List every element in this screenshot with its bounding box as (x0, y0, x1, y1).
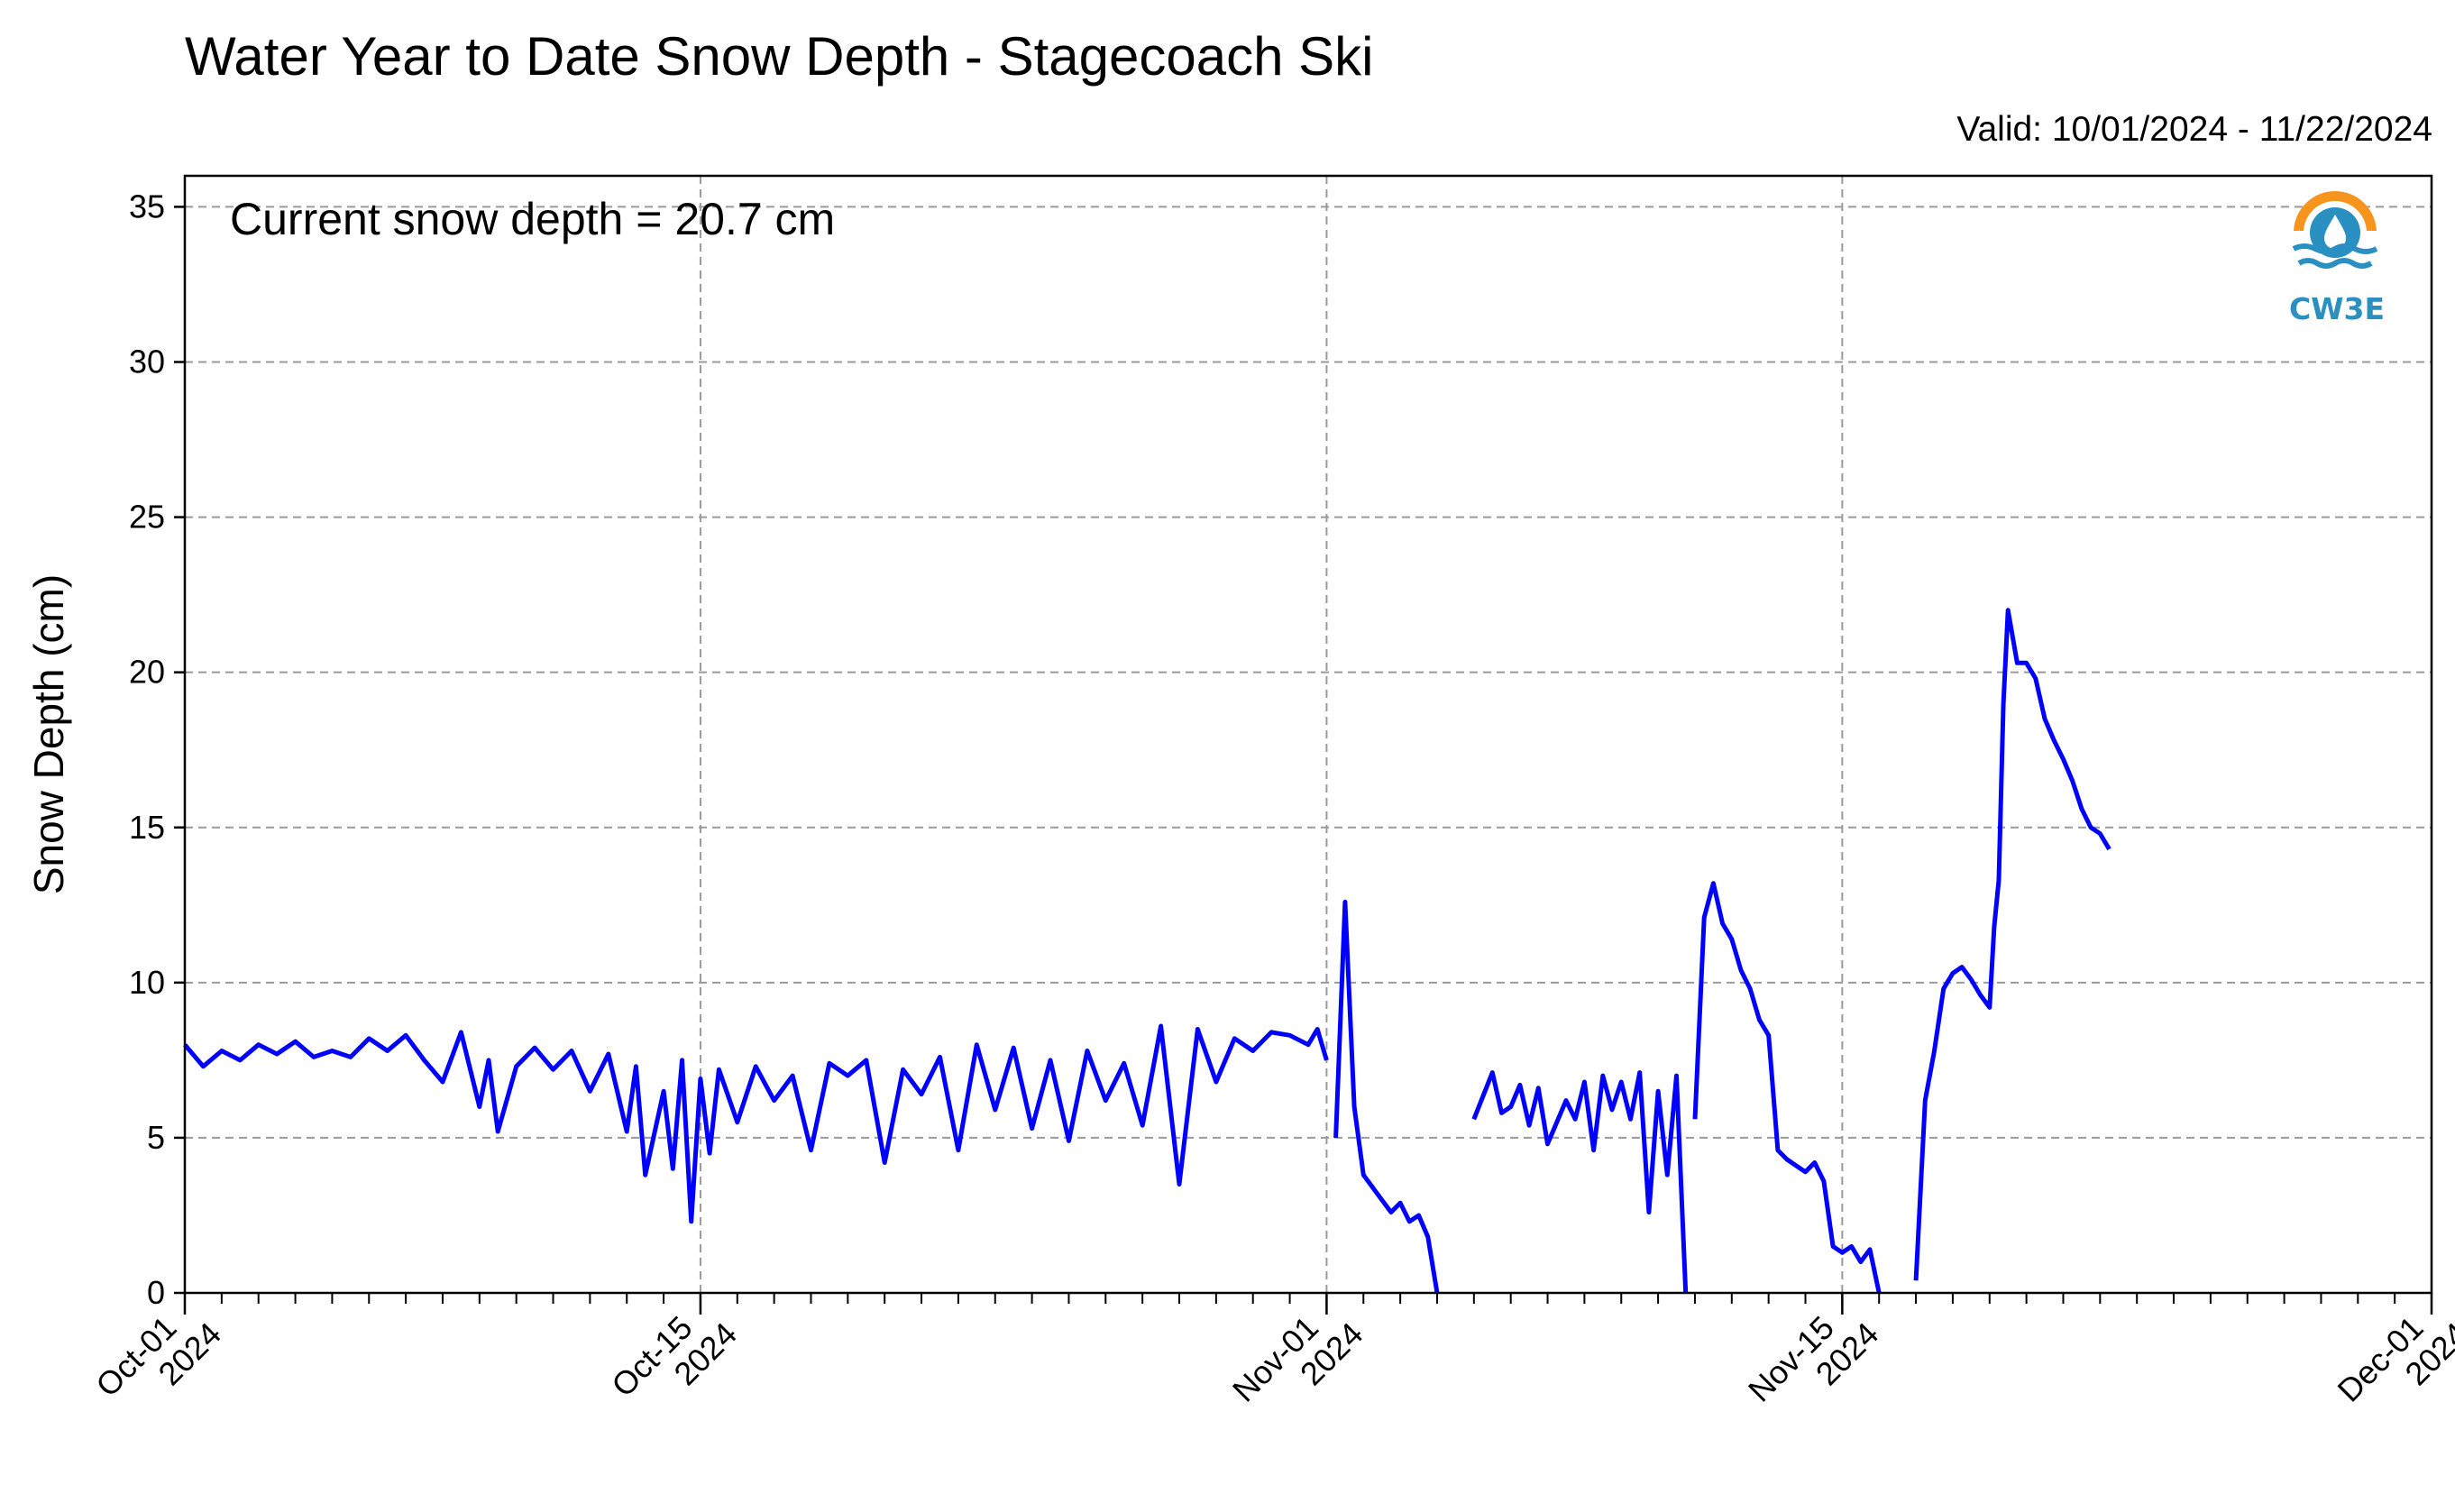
snow-depth-line (1471, 1070, 1689, 1294)
y-tick-label: 20 (129, 654, 165, 691)
cw3e-logo-icon (2290, 191, 2380, 285)
y-tick-label: 15 (129, 809, 165, 846)
y-tick-label: 30 (129, 344, 165, 380)
y-tick-label: 25 (129, 499, 165, 536)
snow-depth-line (1692, 881, 1882, 1294)
current-depth-annotation: Current snow depth = 20.7 cm (230, 194, 835, 244)
grid-lines (185, 176, 2432, 1293)
y-tick-label: 35 (129, 188, 165, 225)
cw3e-logo: CW3E (2289, 191, 2385, 326)
plot-frame (183, 174, 2433, 1295)
snow-depth-line (1913, 608, 2111, 1281)
y-tick-label: 10 (129, 964, 165, 1001)
y-axis-ticks: 0 5 10 15 20 25 30 35 (129, 188, 185, 1311)
cw3e-logo-text: CW3E (2289, 291, 2385, 326)
snow-depth-line (183, 1023, 1329, 1224)
y-axis-label: Snow Depth (cm) (25, 574, 72, 894)
series-lines (183, 608, 2111, 1294)
snow-depth-line (1333, 899, 1440, 1294)
y-tick-label: 5 (147, 1119, 165, 1156)
valid-range: Valid: 10/01/2024 - 11/22/2024 (1956, 110, 2432, 149)
y-tick-label: 0 (147, 1274, 165, 1311)
chart-title: Water Year to Date Snow Depth - Stagecoa… (185, 26, 1374, 87)
